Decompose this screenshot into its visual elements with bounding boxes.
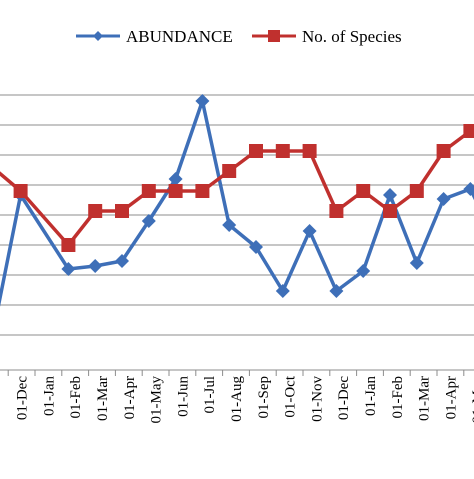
x-tick-label: 01-Dec [15,376,31,420]
data-point-diamond [329,284,344,298]
legend: ABUNDANCE No. of Species [76,27,402,46]
data-point-square [329,204,344,218]
x-tick-label: 01-Dec [336,376,352,420]
x-tick-label: 01-May [470,376,474,424]
data-point-square [275,144,290,158]
data-point-square [302,144,317,158]
series-line [0,99,474,307]
data-point-square [141,184,156,198]
x-tick-label: 01-Jan [41,376,57,416]
data-point-square [463,124,474,138]
x-axis [0,369,474,376]
data-point-diamond [168,172,183,186]
x-tick-label: 01-Mar [95,376,111,421]
data-point-diamond [356,264,371,278]
series-0 [0,94,474,307]
legend-abundance-marker [93,31,103,41]
legend-species-label: No. of Species [302,27,402,46]
legend-species-marker [268,30,280,42]
data-point-square [88,204,103,218]
x-tick-label: 01-Sep [256,376,272,419]
x-tick-label: 01-Mar [417,376,433,421]
data-point-square [436,144,451,158]
data-point-square [115,204,129,218]
data-point-square [383,204,397,218]
x-tick-label: 01-Oct [283,375,299,417]
data-point-diamond [115,254,129,268]
data-point-square [195,184,210,198]
x-tick-label: 01-Nov [309,376,325,422]
data-point-diamond [463,182,474,196]
data-point-square [61,238,76,252]
data-point-diamond [409,256,424,270]
x-tick-label: 01-Apr [443,376,459,419]
data-point-diamond [195,94,210,108]
data-point-diamond [275,284,290,298]
data-point-diamond [141,214,156,228]
x-tick-label: 01-Feb [68,376,84,419]
x-tick-label: 01-Jun [175,376,191,417]
x-tick-label: 01-Jan [363,376,379,416]
data-point-diamond [302,224,317,238]
data-point-diamond [222,218,237,232]
data-point-diamond [249,240,263,254]
gridlines [0,94,474,336]
x-tick-label: 01-Apr [122,376,138,419]
legend-abundance-label: ABUNDANCE [126,27,233,46]
x-tick-label: 01-Jul [202,376,218,414]
series-lines [0,94,474,307]
data-point-square [13,184,28,198]
data-point-square [249,144,263,158]
data-point-diamond [383,188,397,202]
series-1 [0,124,474,252]
data-point-diamond [88,259,103,273]
x-tick-label: 01-Aug [229,376,245,422]
data-point-diamond [436,192,451,206]
data-point-square [356,184,371,198]
data-point-square [222,164,237,178]
x-tick-labels: 01-Dec 01-Jan 01-Feb 01-Mar 01-Apr 01-May 01-J… [15,375,474,423]
x-tick-label: 01-Feb [390,376,406,419]
data-point-square [168,184,183,198]
data-point-diamond [61,262,76,276]
x-tick-label: 01-May [149,376,165,424]
data-point-square [409,184,424,198]
